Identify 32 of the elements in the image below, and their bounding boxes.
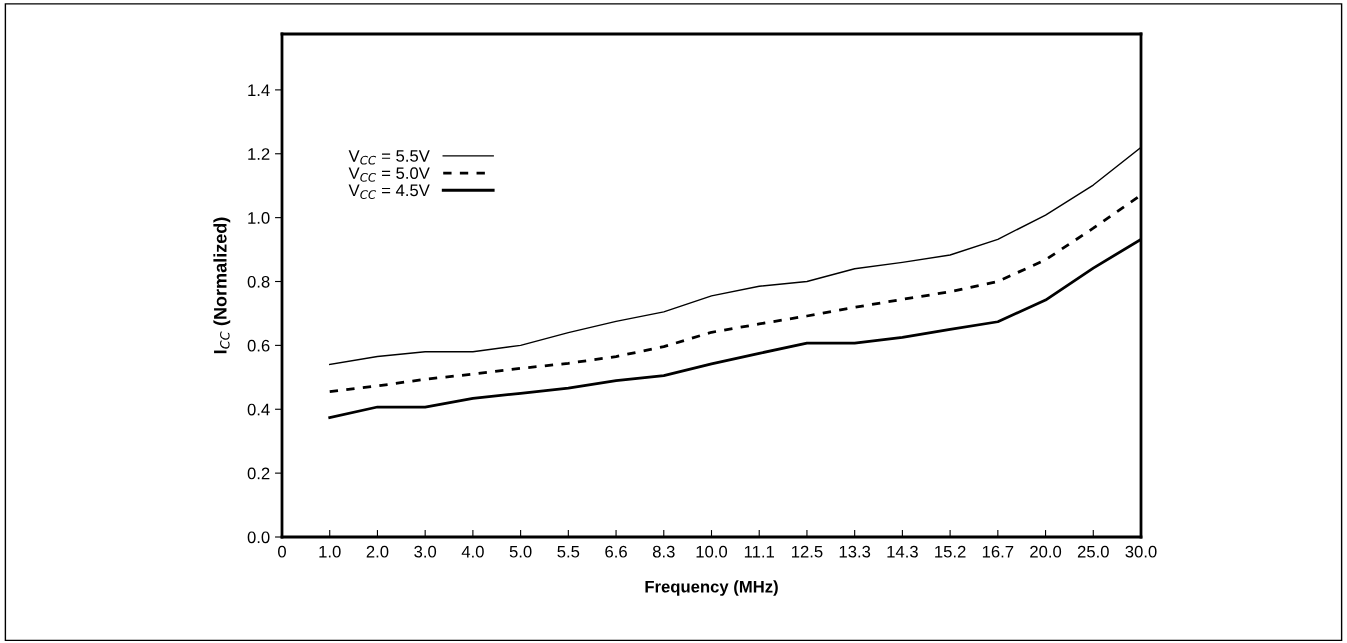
x-tick-label: 6.6	[605, 545, 627, 558]
y-tick-label: 0.0	[247, 531, 270, 544]
legend-label: V$_{CC}$ = 5.0V	[348, 167, 430, 182]
y-tick-label: 1.2	[248, 148, 270, 160]
x-tick-label: 25.0	[1077, 545, 1109, 558]
x-tick-label: 2.0	[366, 545, 389, 558]
x-tick-label: 3.0	[414, 545, 437, 558]
x-tick-label: 15.2	[935, 545, 966, 558]
x-tick-label: 5.5	[557, 545, 580, 558]
x-axis-title: Frequency (MHz)	[645, 580, 778, 596]
x-tick-label: 5.0	[509, 545, 532, 558]
x-tick-label: 13.3	[839, 545, 871, 558]
y-tick-label: 0.2	[247, 467, 270, 480]
x-tick-label: 16.7	[982, 545, 1014, 558]
x-tick-label: 20.0	[1030, 545, 1062, 558]
y-axis-title: I$_{CC}$ (Normalized)	[213, 217, 231, 354]
x-tick-label: 8.3	[652, 545, 675, 558]
x-tick-label: 14.3	[887, 545, 918, 558]
x-tick-label: 11.1	[744, 545, 775, 558]
y-tick-label: 0.4	[247, 403, 270, 416]
x-tick-label: 4.0	[461, 545, 484, 558]
legend-label: V$_{CC}$ = 5.5V	[348, 150, 430, 165]
x-tick-label: 0	[278, 545, 286, 558]
y-tick-label: 0.6	[247, 339, 270, 352]
x-tick-label: 1.0	[319, 545, 341, 558]
y-tick-label: 1.0	[248, 212, 270, 224]
legend-label: V$_{CC}$ = 4.5V	[348, 184, 430, 199]
y-tick-label: 0.8	[247, 275, 270, 288]
x-tick-label: 10.0	[696, 545, 728, 558]
y-tick-label: 1.4	[248, 84, 270, 96]
x-tick-label: 30.0	[1125, 545, 1157, 558]
x-tick-label: 12.5	[792, 545, 823, 558]
